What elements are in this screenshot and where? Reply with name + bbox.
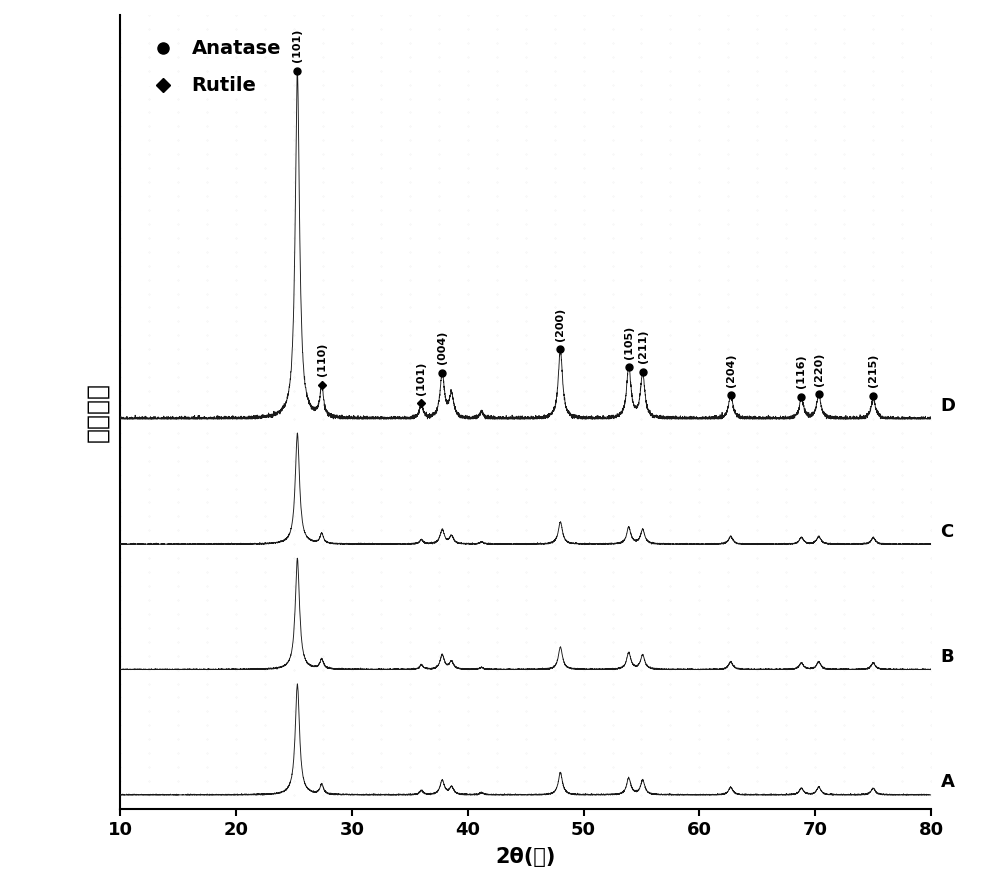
Text: (220): (220) — [814, 352, 824, 385]
Text: C: C — [940, 523, 954, 541]
Text: D: D — [940, 398, 955, 415]
Text: (215): (215) — [868, 354, 878, 387]
Text: (204): (204) — [726, 353, 736, 386]
Y-axis label: 衍射强度: 衍射强度 — [85, 382, 109, 442]
X-axis label: 2θ(度): 2θ(度) — [495, 847, 556, 867]
Text: (200): (200) — [555, 308, 565, 341]
Text: (110): (110) — [317, 343, 327, 377]
Text: (116): (116) — [796, 355, 806, 388]
Text: (004): (004) — [437, 331, 447, 364]
Text: B: B — [940, 648, 954, 666]
Text: (211): (211) — [638, 330, 648, 363]
Text: (101): (101) — [416, 362, 426, 395]
Text: A: A — [940, 774, 954, 791]
Legend: Anatase, Rutile: Anatase, Rutile — [137, 32, 288, 102]
Text: (101): (101) — [292, 29, 302, 63]
Text: (105): (105) — [624, 325, 634, 359]
